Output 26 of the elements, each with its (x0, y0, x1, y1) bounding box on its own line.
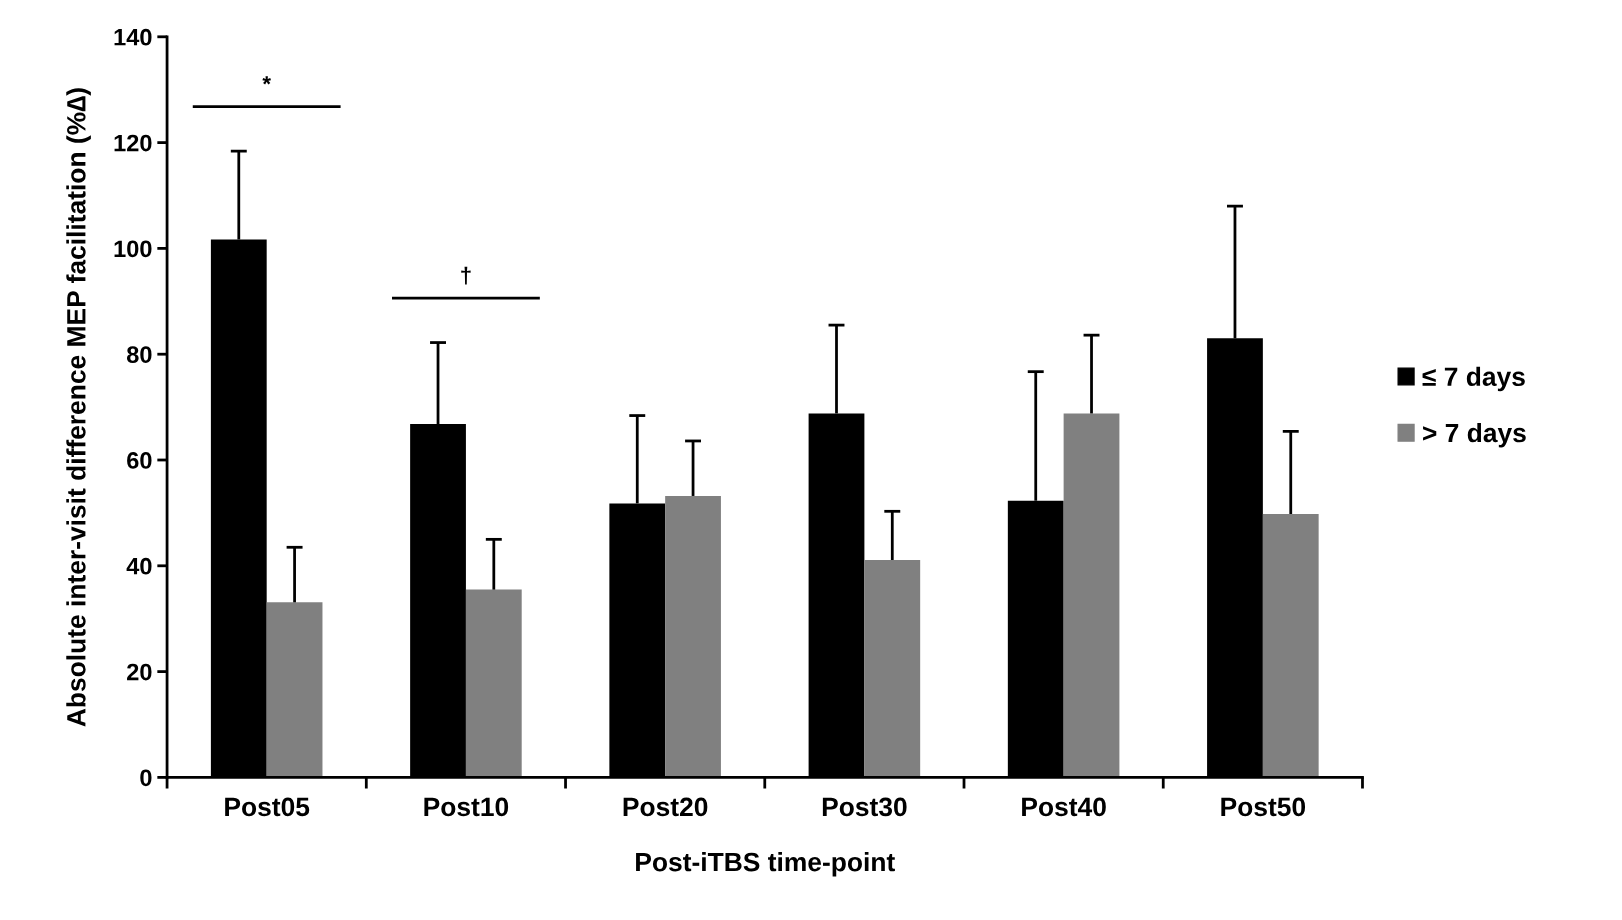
x-tick-label: Post10 (424, 797, 509, 817)
y-tick-label: 80 (126, 346, 152, 363)
y-tick-label: 120 (114, 134, 152, 152)
x-tick-label: Post05 (225, 797, 310, 817)
x-axis-title: Post-iTBS time-point (636, 852, 895, 877)
bar (465, 589, 522, 778)
annotation: † (461, 266, 471, 285)
y-tick-label: 20 (127, 663, 152, 681)
y-tick-label: 60 (127, 452, 152, 469)
legend-label: > 7 days (1423, 422, 1526, 448)
bar (1262, 513, 1319, 778)
legend-label: ≤ 7 days (1422, 366, 1525, 392)
x-tick-label: Post20 (623, 797, 708, 817)
bar (864, 559, 921, 778)
x-tick-label: Post30 (822, 797, 907, 817)
y-tick-label: 0 (140, 769, 152, 787)
annotation: * (262, 76, 271, 85)
x-tick-label: Post50 (1221, 797, 1306, 817)
y-tick-label: 140 (114, 28, 152, 46)
bar (1063, 413, 1120, 778)
x-tick-label: Post40 (1022, 797, 1106, 817)
bar (665, 495, 721, 778)
y-tick-label: 40 (126, 557, 152, 575)
bar (266, 602, 323, 778)
y-axis-title: Absolute inter-visit difference MEP facilitation (%∆) (66, 88, 91, 727)
y-tick-label: 100 (114, 240, 152, 258)
